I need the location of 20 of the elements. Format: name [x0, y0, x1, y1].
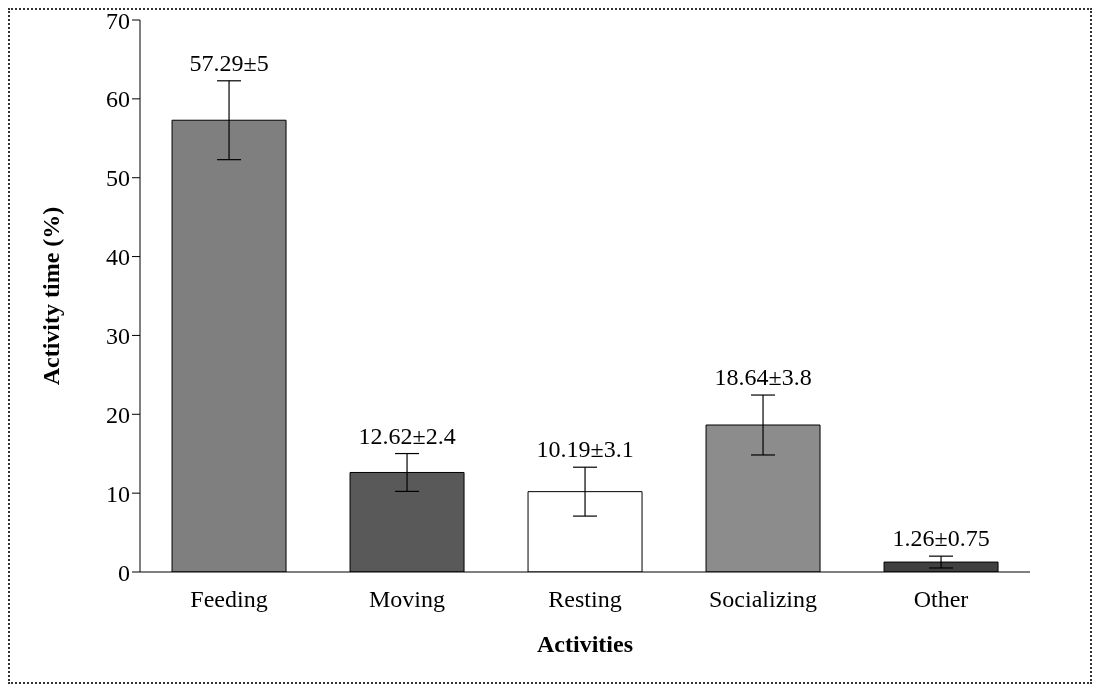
- x-tick-label: Socializing: [709, 586, 817, 613]
- data-label: 18.64±3.8: [714, 364, 812, 391]
- x-tick-label: Resting: [548, 586, 622, 613]
- y-tick-label: 70: [106, 7, 130, 34]
- data-label: 12.62±2.4: [358, 422, 456, 449]
- y-tick-label: 20: [106, 401, 130, 428]
- data-label: 57.29±5: [189, 49, 269, 76]
- y-tick-label: 40: [106, 244, 130, 271]
- y-tick-label: 30: [106, 322, 130, 349]
- y-tick-label: 60: [106, 86, 130, 113]
- data-label: 10.19±3.1: [536, 436, 634, 463]
- y-tick-label: 10: [106, 480, 130, 507]
- x-tick-label: Feeding: [190, 586, 268, 613]
- y-axis-title: Activity time (%): [37, 206, 64, 386]
- x-tick-label: Moving: [368, 586, 446, 613]
- x-axis-title: Activities: [537, 631, 633, 657]
- x-tick-label: Other: [913, 586, 969, 613]
- y-tick-label: 0: [118, 559, 130, 586]
- y-tick-label: 50: [106, 165, 130, 192]
- data-label: 1.26±0.75: [892, 525, 990, 552]
